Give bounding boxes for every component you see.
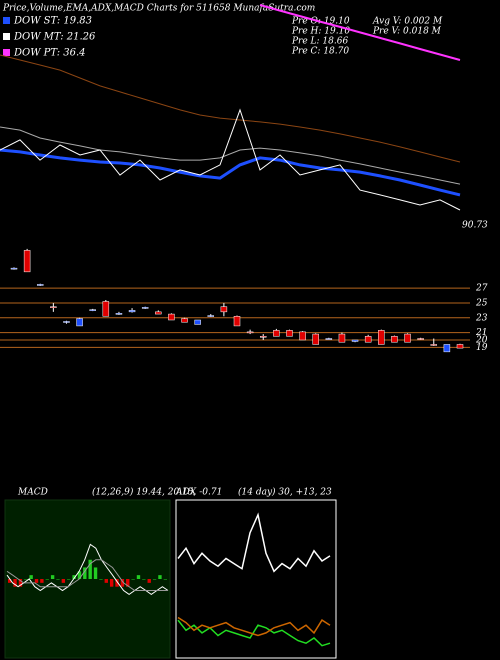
series-line xyxy=(0,54,461,163)
candle-body xyxy=(312,333,319,345)
candle-body xyxy=(364,336,372,343)
histogram-bar xyxy=(34,579,39,583)
series-line xyxy=(177,512,331,573)
candle-body xyxy=(246,331,254,334)
histogram-bar xyxy=(8,579,12,583)
histogram-bar xyxy=(131,579,135,580)
legend-swatch xyxy=(3,33,10,40)
candle-body xyxy=(259,336,267,338)
histogram-bar xyxy=(45,579,49,580)
candle-body xyxy=(36,284,44,286)
candle-body xyxy=(417,338,424,340)
histogram-bar xyxy=(77,571,82,579)
histogram-bar xyxy=(147,579,151,583)
y-tick-label: 20 xyxy=(475,336,488,346)
candle-body xyxy=(23,250,31,273)
histogram-bar xyxy=(18,579,23,587)
quote-prev-volume: Pre V: 0.018 M xyxy=(372,27,442,37)
candle-body xyxy=(128,310,136,313)
histogram-bar xyxy=(50,575,55,579)
y-tick-label: 23 xyxy=(475,313,488,323)
candle-body xyxy=(102,301,110,317)
histogram-bar xyxy=(67,579,71,580)
histogram-bar xyxy=(56,579,60,580)
histogram-bar xyxy=(163,579,167,580)
series-line xyxy=(6,559,168,591)
candle-body xyxy=(378,330,385,345)
histogram-bar xyxy=(88,559,92,579)
candle-body xyxy=(286,330,293,337)
candle-body xyxy=(141,307,149,309)
histogram-bar xyxy=(104,579,108,583)
candle-body xyxy=(194,319,201,325)
quote-avg-volume: Avg V: 0.002 M xyxy=(372,17,443,27)
candle-body xyxy=(115,313,123,315)
series-line xyxy=(0,126,461,185)
series-line xyxy=(177,619,331,647)
y-tick-label: 27 xyxy=(475,284,488,294)
candle-body xyxy=(456,344,464,349)
y-tick-label: 19 xyxy=(476,343,488,353)
candle-body xyxy=(220,306,228,313)
candle-body xyxy=(50,306,57,308)
quote-high: Pre H: 19.10 xyxy=(291,27,350,37)
candle-body xyxy=(325,338,333,340)
histogram-bar xyxy=(61,579,66,583)
candle-body xyxy=(89,309,96,311)
histogram-bar xyxy=(126,579,130,587)
candle-body xyxy=(76,318,83,327)
candle-body xyxy=(430,344,438,346)
page-title: Price,Volume,EMA,ADX,MACD Charts for 511… xyxy=(2,4,315,14)
series-line xyxy=(0,148,461,197)
candle-body xyxy=(273,330,280,337)
histogram-bar xyxy=(120,579,125,587)
candle-body xyxy=(443,344,451,353)
histogram-bar xyxy=(29,575,33,579)
histogram-bar xyxy=(72,575,76,579)
macd-subtitle: (12,26,9) 19.44, 20.15, -0.71 xyxy=(92,487,222,498)
y-tick-label: 25 xyxy=(475,298,488,308)
histogram-bar xyxy=(40,579,44,583)
candle-body xyxy=(63,321,70,323)
macd-title: MACD xyxy=(17,488,48,498)
series-line xyxy=(0,108,461,211)
adx-subtitle: (14 day) 30, +13, 23 xyxy=(238,487,332,498)
candle-body xyxy=(207,315,215,317)
histogram-bar xyxy=(158,575,162,579)
candle-body xyxy=(155,311,162,315)
legend-swatch xyxy=(3,17,10,24)
y-tick-label: 21 xyxy=(475,328,487,338)
candle-body xyxy=(181,318,188,323)
series-line xyxy=(177,616,331,637)
series-line xyxy=(259,4,461,61)
candle-body xyxy=(338,333,346,343)
legend-entry: DOW MT: 21.26 xyxy=(13,32,96,43)
histogram-bar xyxy=(142,579,146,580)
candle-body xyxy=(351,339,359,342)
quote-low: Pre L: 18.66 xyxy=(291,37,348,47)
histogram-bar xyxy=(99,579,103,580)
histogram-bar xyxy=(115,579,119,587)
candle-body xyxy=(404,333,411,343)
histogram-bar xyxy=(13,579,17,587)
candle-body xyxy=(391,336,398,343)
quote-close: Pre C: 18.70 xyxy=(291,47,349,57)
histogram-bar xyxy=(83,567,87,579)
legend-entry: DOW ST: 19.83 xyxy=(13,16,92,27)
histogram-bar xyxy=(109,579,114,587)
legend-swatch xyxy=(3,49,10,56)
histogram-bar xyxy=(152,579,157,580)
candle-body xyxy=(233,316,241,327)
legend-entry: DOW PT: 36.4 xyxy=(13,48,86,59)
adx-title: ADX xyxy=(175,488,197,498)
low-label: 90.73 xyxy=(462,221,488,231)
histogram-bar xyxy=(136,575,141,579)
series-line xyxy=(6,543,169,596)
histogram-bar xyxy=(24,579,28,580)
candle-body xyxy=(168,313,175,321)
candle-body xyxy=(10,267,18,270)
candle-body xyxy=(299,331,306,341)
histogram-bar xyxy=(93,567,98,579)
